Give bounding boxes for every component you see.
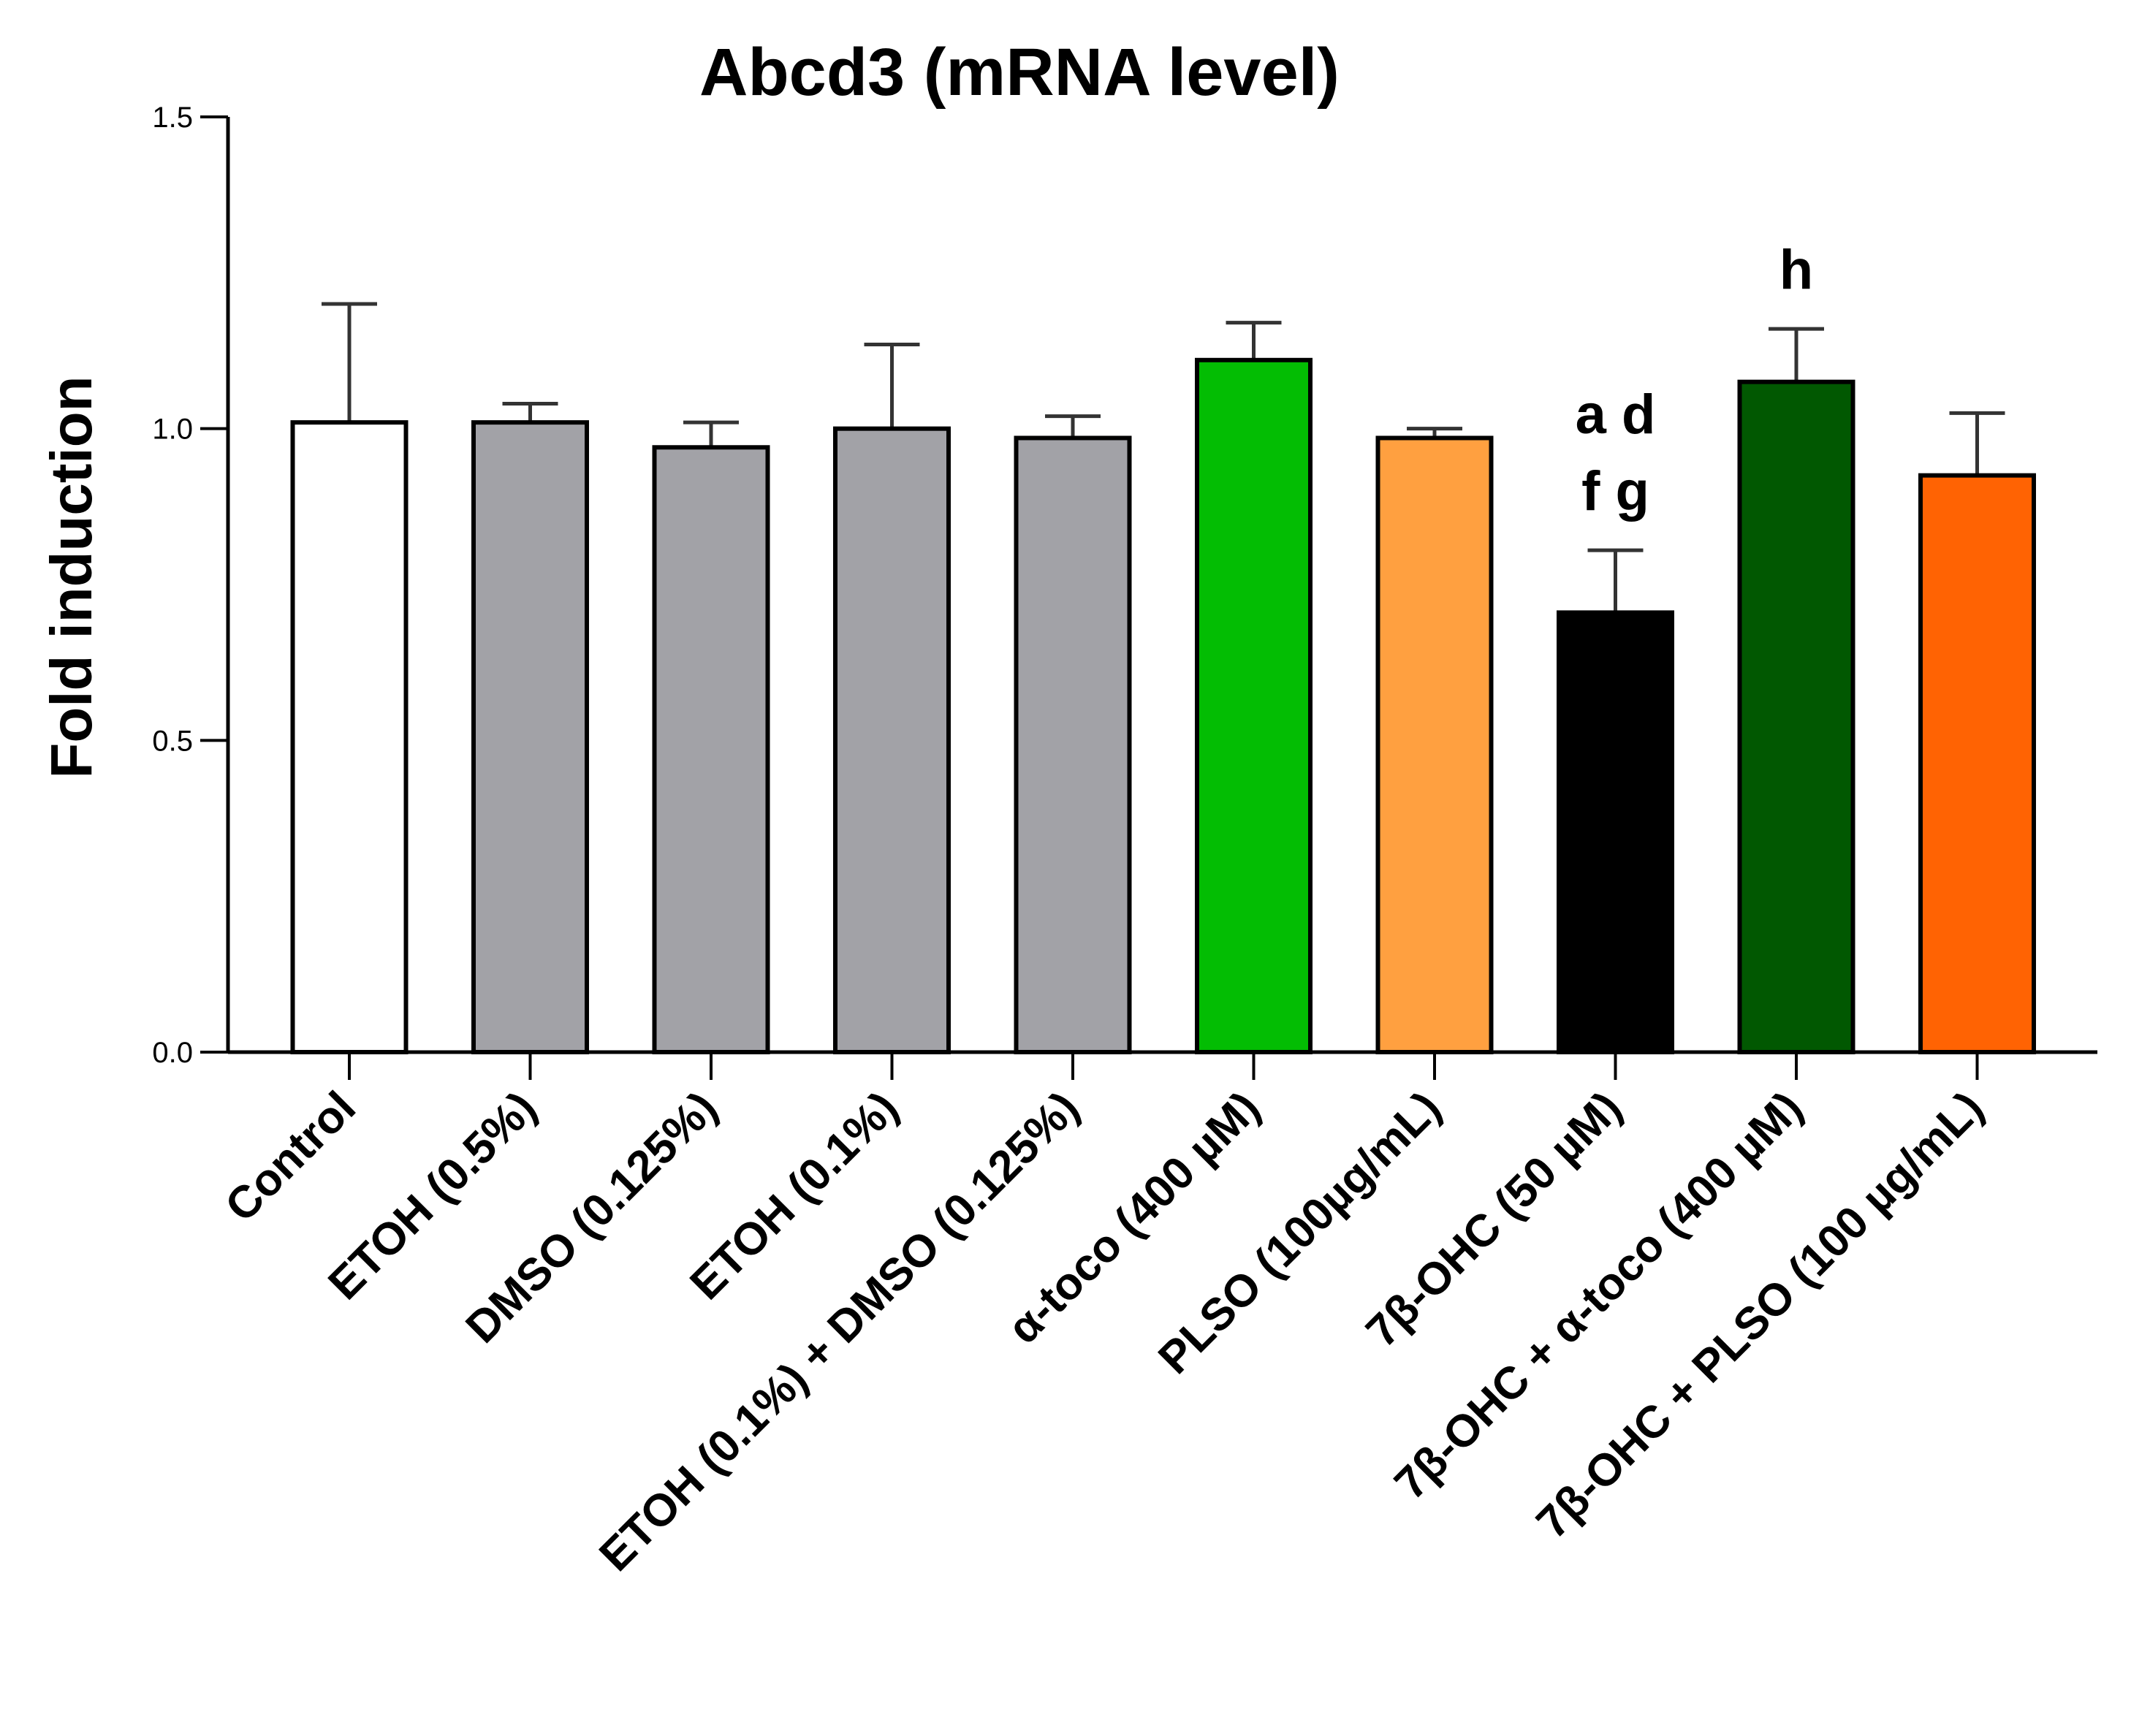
- y-axis-label: Fold induction: [39, 376, 104, 779]
- bar: [1918, 473, 2036, 1054]
- bar: [1195, 357, 1313, 1054]
- y-tick-label: 1.5: [152, 102, 193, 134]
- significance-label: h: [1779, 239, 1813, 301]
- bar: [652, 445, 770, 1054]
- bar: [471, 420, 589, 1054]
- bar: [833, 426, 951, 1054]
- bar: [1014, 435, 1132, 1054]
- significance-label: a d: [1576, 384, 1656, 446]
- chart-title: Abcd3 (mRNA level): [699, 35, 1340, 110]
- x-tick-label: Control: [216, 1082, 365, 1232]
- y-tick-label: 1.0: [152, 414, 193, 446]
- y-tick-label: 0.0: [152, 1037, 193, 1069]
- bar: [1737, 379, 1855, 1054]
- y-tick-label: 0.5: [152, 725, 193, 757]
- bar: [1375, 435, 1494, 1054]
- significance-label: f g: [1581, 460, 1649, 522]
- bar: [1557, 610, 1674, 1054]
- bar: [290, 420, 409, 1054]
